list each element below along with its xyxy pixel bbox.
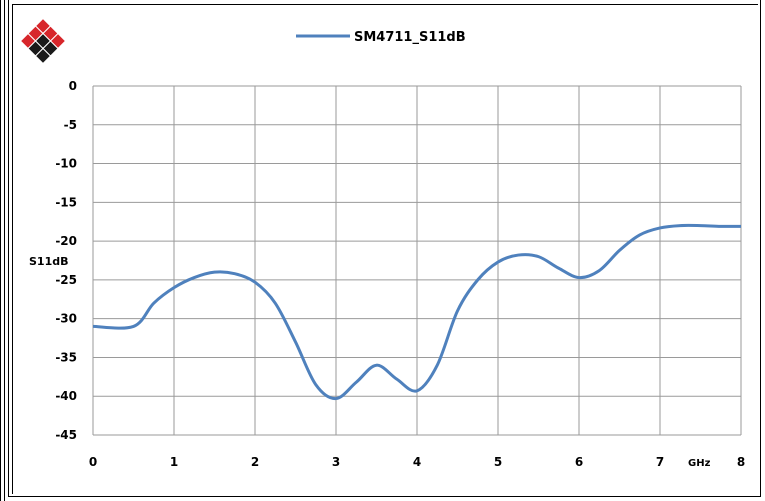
y-tick-label: -45 <box>55 428 77 442</box>
chart-inner-border <box>12 4 758 494</box>
y-tick-label: -5 <box>64 118 77 132</box>
y-tick-label: -10 <box>55 157 77 171</box>
window-left-edge <box>0 0 5 501</box>
logo-diamond-cell <box>34 47 52 65</box>
x-tick-label: 2 <box>251 455 259 469</box>
y-tick-label: -20 <box>55 234 77 248</box>
x-tick-label: 8 <box>737 455 745 469</box>
y-tick-label: -25 <box>55 273 77 287</box>
legend-label: SM4711_S11dB <box>354 30 466 45</box>
y-tick-labels: 0 -5 -10 -15 -20 -25 -30 -35 -40 -45 <box>55 79 77 442</box>
y-tick-label: -15 <box>55 195 77 209</box>
y-axis-label: S11dB <box>29 255 69 268</box>
y-tick-label: -30 <box>55 312 77 326</box>
chart-frame <box>8 0 761 497</box>
y-tick-label: -35 <box>55 350 77 364</box>
x-tick-label: 4 <box>413 455 421 469</box>
x-tick-label: 1 <box>170 455 178 469</box>
y-tick-label: 0 <box>69 79 77 93</box>
diamond-grid-logo-icon <box>19 17 67 65</box>
series-line-sm4711-s11db <box>92 223 742 401</box>
x-tick-label: 6 <box>575 455 583 469</box>
x-tick-label: 0 <box>89 455 97 469</box>
x-tick-label: 7 <box>656 455 664 469</box>
x-tick-label: 3 <box>332 455 340 469</box>
x-tick-label: 5 <box>494 455 502 469</box>
grid-lines <box>92 85 742 436</box>
x-tick-labels: 0 1 2 3 4 5 6 7 8 <box>89 455 745 469</box>
x-axis-unit-label: GHz <box>688 458 711 469</box>
y-tick-label: -40 <box>55 389 77 403</box>
